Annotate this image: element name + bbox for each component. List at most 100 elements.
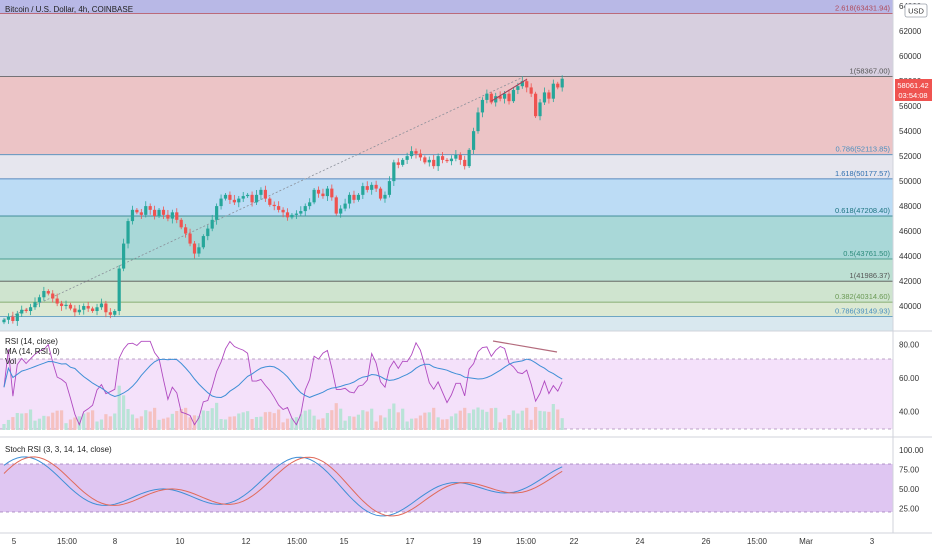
volume-bar (210, 408, 214, 430)
last-price-tag (895, 79, 932, 101)
candle (6, 316, 11, 320)
volume-bar (64, 423, 68, 430)
candle (352, 194, 356, 200)
stoch-legend[interactable]: Stoch RSI (3, 3, 14, 14, close) (5, 445, 112, 454)
fib-band (0, 302, 893, 317)
price-axis[interactable]: 40000 42000 44000 46000 48000 50000 52000 54000… (899, 2, 922, 311)
candle (144, 206, 148, 215)
time-tick-label: 8 (113, 537, 118, 546)
time-axis[interactable]: 5 15:00 8 10 12 15:00 15 17 19 15:00 22 24 26 15:00 Ma… (12, 537, 875, 546)
rsi-ma-legend[interactable]: MA (14, RSI, 0) (5, 347, 60, 356)
resistance-line[interactable] (491, 78, 528, 102)
rsi-divergence-line[interactable] (492, 340, 558, 353)
volume-bar (418, 415, 423, 430)
volume-bar (77, 416, 81, 430)
candle (210, 219, 214, 229)
time-tick-label: 24 (636, 537, 645, 546)
volume-bar (73, 417, 77, 430)
stoch-tick-label: 75.00 (899, 465, 920, 474)
trendline-line[interactable] (3, 77, 523, 321)
fib-band (0, 0, 893, 14)
candle (507, 93, 511, 102)
fib-level-label: 0.786(52113.85) (836, 145, 891, 154)
time-tick-label: 15:00 (747, 537, 768, 546)
volume-bar (409, 418, 414, 430)
time-tick-label: 12 (242, 537, 251, 546)
candle (91, 308, 95, 312)
volume-bar (489, 408, 493, 430)
candle (440, 156, 445, 160)
fib-level-label: 1(58367.00) (850, 67, 891, 76)
candle (215, 206, 219, 220)
fib-band (0, 316, 893, 331)
price-tick-label: 52000 (899, 152, 922, 161)
candle (498, 96, 502, 99)
volume-bar (135, 418, 139, 430)
volume-bar (86, 412, 90, 430)
candle (458, 154, 462, 160)
stoch-d-line (3, 456, 563, 517)
candle (560, 78, 564, 88)
candle (538, 102, 542, 117)
volume-bar (42, 415, 46, 430)
time-tick-label: 3 (870, 537, 875, 546)
vol-legend[interactable]: Vol (5, 357, 16, 366)
candle (117, 268, 121, 312)
candle (126, 221, 130, 244)
candle (33, 302, 37, 308)
rsi-line (3, 340, 563, 426)
volume-bar (458, 410, 462, 430)
volume-bar (325, 413, 329, 430)
candle (414, 151, 418, 154)
price-tick-label: 48000 (899, 202, 922, 211)
volume-bar (405, 421, 409, 430)
candle (294, 213, 298, 215)
trendline[interactable] (3, 77, 523, 321)
candle (418, 153, 423, 158)
candle (46, 291, 50, 294)
volume-bar (423, 412, 427, 430)
volume-bar (170, 413, 174, 430)
candle (427, 159, 431, 163)
candle (241, 196, 245, 199)
time-tick-label: 15:00 (516, 537, 537, 546)
volume-bar (538, 410, 542, 430)
price-pane[interactable]: 2.618(63431.94) 1(58367.00) 0.786(52113.85… (0, 0, 893, 331)
candle (556, 83, 560, 88)
rsi-pane[interactable] (0, 340, 893, 430)
candle (179, 219, 183, 228)
rsi-legend[interactable]: RSI (14, close) (5, 337, 58, 346)
candle (59, 303, 64, 307)
candle (153, 209, 157, 217)
candle (206, 228, 210, 237)
currency-button[interactable] (904, 3, 928, 18)
stoch-rsi-pane[interactable] (0, 456, 893, 517)
candle (303, 206, 307, 212)
stoch-tick-label: 25.00 (899, 504, 920, 513)
candle (122, 243, 126, 269)
volume-bar (263, 412, 267, 430)
fib-level-label: 0.786(39149.93) (835, 307, 891, 316)
resistance-segment[interactable] (491, 78, 528, 102)
candle (201, 236, 205, 248)
candle (272, 204, 276, 207)
volume-bar (352, 416, 356, 430)
volume-bar (104, 414, 108, 430)
time-tick-label: 26 (702, 537, 711, 546)
volume-bar (108, 416, 112, 430)
candle (467, 149, 471, 167)
fib-band (0, 13, 893, 77)
time-tick-label: 22 (570, 537, 579, 546)
candle (104, 303, 108, 313)
volume-bar (445, 419, 449, 430)
volume-bar (370, 408, 374, 430)
volume-bar (82, 413, 86, 430)
candle (387, 181, 392, 195)
volume-bar (113, 413, 117, 430)
volume-bar (312, 415, 316, 430)
volume-bar (166, 417, 170, 430)
time-tick-label: 19 (473, 537, 482, 546)
volume-bar (232, 416, 236, 430)
volume-bar (485, 411, 489, 430)
